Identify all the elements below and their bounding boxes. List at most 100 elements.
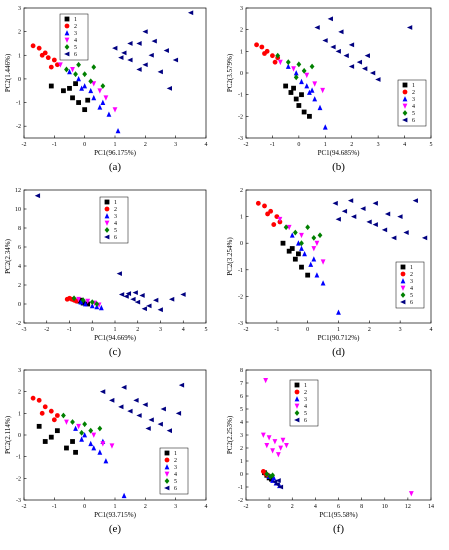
data-point-series-4 — [103, 95, 109, 101]
x-tick-label: 1 — [114, 142, 117, 148]
data-point-series-3 — [311, 256, 317, 262]
x-tick-label: 4 — [205, 504, 208, 510]
y-tick-label: -2 — [238, 294, 243, 300]
data-point-series-6 — [372, 200, 378, 206]
plot-frame — [23, 7, 207, 139]
legend-box — [59, 13, 89, 61]
data-point-series-6 — [166, 85, 172, 91]
data-point-series-3 — [307, 89, 312, 95]
data-point-series-4 — [291, 66, 296, 72]
data-point-series-5 — [61, 412, 66, 419]
data-point-series-4 — [275, 452, 281, 458]
legend-box — [395, 261, 425, 309]
legend-label-4: 4 — [412, 104, 415, 110]
data-point-series-6 — [116, 271, 122, 276]
legend-marker-1 — [64, 16, 70, 22]
data-point-series-6 — [121, 50, 127, 56]
x-tick-label: -1 — [270, 142, 275, 148]
data-point-series-4 — [280, 437, 286, 444]
legend-marker-6 — [104, 234, 110, 240]
data-point-series-6 — [362, 66, 368, 72]
legend-marker-6 — [294, 417, 300, 423]
legend-label-1: 1 — [74, 17, 77, 23]
x-tick-label: 2 — [350, 142, 353, 148]
data-point-series-5 — [91, 64, 97, 70]
data-point-series-1 — [73, 449, 78, 455]
data-point-series-4 — [260, 432, 266, 438]
data-point-series-3 — [100, 99, 106, 105]
data-point-series-6 — [347, 198, 354, 204]
legend-label-1: 1 — [304, 383, 307, 389]
data-point-series-6 — [335, 216, 341, 222]
data-point-series-6 — [364, 53, 370, 59]
data-point-series-5 — [80, 297, 86, 304]
panel-label: (a) — [109, 161, 122, 173]
legend-label-4: 4 — [114, 221, 117, 227]
data-point-series-6 — [145, 426, 151, 431]
data-point-series-6 — [348, 64, 355, 69]
data-point-series-5 — [317, 232, 323, 239]
legend-label-2: 2 — [174, 458, 177, 464]
data-point-series-6 — [322, 38, 328, 43]
legend-box — [99, 196, 129, 244]
data-point-series-6 — [148, 52, 154, 58]
legend-label-4: 4 — [74, 38, 77, 44]
x-tick-label: 1 — [324, 142, 327, 148]
data-point-series-3 — [121, 492, 127, 499]
data-point-series-6 — [125, 291, 132, 296]
x-tick-label: -1 — [67, 327, 72, 333]
x-tick-label: 4 — [205, 142, 208, 148]
data-point-series-1 — [293, 96, 299, 102]
y-tick-label: 0 — [240, 241, 243, 247]
data-point-series-6 — [335, 48, 341, 54]
data-point-series-6 — [163, 48, 169, 53]
data-point-series-5 — [301, 67, 307, 74]
data-point-series-3 — [289, 232, 295, 238]
legend-marker-6 — [402, 117, 408, 123]
data-point-series-6 — [332, 200, 338, 206]
data-point-series-6 — [121, 384, 127, 390]
data-point-series-4 — [277, 216, 283, 223]
data-point-series-2 — [39, 52, 45, 58]
legend-marker-4 — [400, 285, 406, 291]
data-point-series-1 — [64, 445, 69, 451]
legend-marker-1 — [402, 82, 408, 88]
y-tick-label: 0 — [240, 472, 243, 478]
data-point-series-4 — [91, 432, 97, 438]
data-point-series-5 — [309, 63, 315, 70]
data-point-series-4 — [304, 72, 310, 79]
data-point-series-6 — [130, 296, 136, 302]
data-point-series-1 — [296, 251, 301, 257]
data-point-series-1 — [280, 240, 286, 246]
y-tick-label: 2 — [18, 30, 21, 36]
y-tick-label: -1 — [238, 268, 243, 274]
data-point-series-3 — [285, 63, 291, 69]
legend-label-6: 6 — [114, 235, 117, 241]
data-point-series-3 — [106, 111, 112, 117]
legend-label-5: 5 — [74, 45, 77, 51]
data-point-series-6 — [136, 67, 142, 72]
data-point-series-4 — [278, 445, 284, 451]
data-point-series-1 — [301, 109, 307, 115]
scatter-panel-4: -2 -1 0 1 2 3 4-3-2-1012PC1(90.712%)PC2(3.254%… — [226, 188, 433, 358]
y-tick-label: 2 — [240, 446, 243, 452]
x-tick-label: -1 — [52, 504, 57, 510]
y-tick-label: 1 — [240, 459, 243, 465]
x-tick-label: 2 — [144, 142, 147, 148]
legend-marker-1 — [400, 264, 406, 270]
data-point-series-3 — [309, 87, 315, 93]
y-tick-label: -2 — [238, 498, 243, 504]
data-point-series-2 — [36, 45, 42, 51]
scatter-panel-5: -2 -1 0 1 2 3 4-3-2-10123PC1(93.715%)PC2(2.114… — [4, 368, 208, 535]
data-point-series-3 — [88, 87, 94, 94]
data-point-series-6 — [343, 53, 349, 59]
legend-label-5: 5 — [410, 293, 413, 299]
y-tick-label: -3 — [16, 498, 21, 504]
legend-marker-5 — [164, 478, 170, 484]
data-point-series-5 — [285, 59, 291, 66]
data-point-series-3 — [302, 250, 307, 257]
data-point-series-6 — [341, 208, 348, 214]
data-point-series-3 — [103, 458, 109, 464]
y-tick-label: 5 — [240, 407, 243, 413]
legend-marker-3 — [402, 96, 408, 102]
